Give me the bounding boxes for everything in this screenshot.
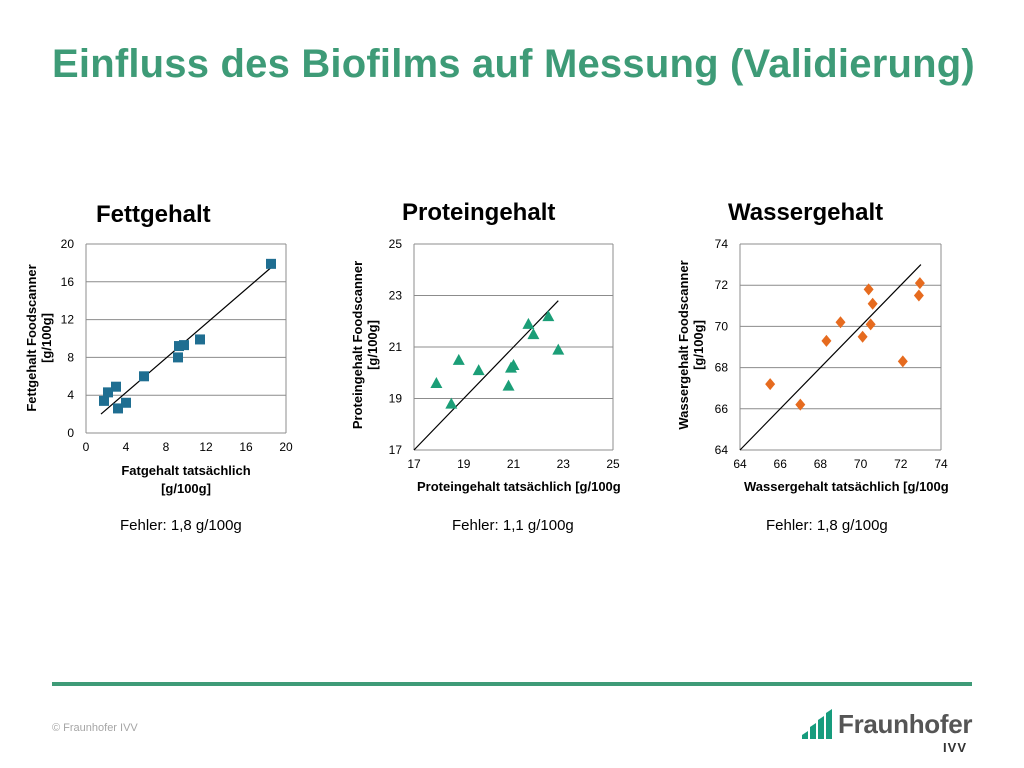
data-point (542, 310, 555, 322)
data-point (173, 352, 183, 363)
y-tick-label: 8 (67, 350, 74, 364)
x-tick-label: 4 (123, 440, 130, 454)
x-tick-label: 16 (239, 440, 253, 454)
x-tick-label: 25 (606, 457, 620, 471)
footer-rule (52, 682, 972, 686)
data-point (507, 359, 520, 371)
y-axis-title-line1: Proteingehalt Foodscanner (350, 261, 365, 429)
data-point (867, 297, 878, 310)
chart-svg: Proteingehalt 17 19 21 23 25 17 19 21 23 25 Prote… (350, 199, 621, 494)
data-point (765, 378, 776, 391)
copyright: © Fraunhofer IVV (52, 722, 138, 734)
chart-svg: Wassergehalt 64 66 68 70 72 74 64 66 68 70 72 74 Wa… (676, 199, 949, 494)
y-axis-title-line2: [g/100g] (365, 320, 380, 370)
y-tick-label: 66 (715, 402, 729, 416)
data-point (430, 377, 443, 389)
y-tick-label: 72 (715, 278, 729, 292)
y-tick-label: 12 (61, 313, 75, 327)
data-point (111, 381, 121, 392)
data-point (552, 343, 565, 355)
chart-title: Fettgehalt (96, 201, 211, 228)
data-point (121, 397, 131, 408)
logo-sub: IVV (943, 740, 967, 755)
data-point (266, 258, 276, 269)
data-point (914, 277, 925, 290)
data-point (863, 283, 874, 296)
chart-fettgehalt: Fettgehalt 0 4 8 12 16 20 0 4 8 12 16 20 Fatgehalt … (22, 190, 322, 510)
y-axis-title-line2: [g/100g] (39, 313, 54, 363)
x-tick-label: 64 (733, 457, 747, 471)
data-point (452, 353, 465, 365)
data-point (472, 364, 485, 376)
data-point (527, 328, 540, 340)
data-point (522, 317, 535, 329)
chart-proteingehalt: Proteingehalt 17 19 21 23 25 17 19 21 23 25 Prote… (342, 190, 652, 510)
y-tick-label: 0 (67, 426, 74, 440)
data-point (865, 318, 876, 331)
x-tick-label: 72 (894, 457, 908, 471)
data-point (113, 403, 123, 414)
y-tick-label: 68 (715, 361, 729, 375)
chart-svg: Fettgehalt 0 4 8 12 16 20 0 4 8 12 16 20 Fatgehalt … (24, 201, 293, 496)
x-tick-label: 66 (774, 457, 788, 471)
y-tick-label: 25 (389, 237, 403, 251)
x-axis-title: Proteingehalt tatsächlich [g/100g (417, 479, 621, 494)
y-axis-title-line2: [g/100g] (691, 320, 706, 370)
x-tick-label: 0 (83, 440, 90, 454)
y-tick-label: 17 (389, 443, 403, 457)
data-point (897, 355, 908, 368)
x-tick-label: 21 (507, 457, 521, 471)
y-tick-label: 74 (715, 237, 729, 251)
data-point (179, 340, 189, 351)
logo-name: Fraunhofer (838, 709, 973, 739)
slide-title: Einfluss des Biofilms auf Messung (Valid… (52, 42, 975, 86)
x-tick-label: 68 (814, 457, 828, 471)
error-note-fett: Fehler: 1,8 g/100g (120, 517, 242, 534)
fraunhofer-logo: Fraunhofer IVV (802, 707, 977, 759)
y-axis-title-line1: Wassergehalt Foodscanner (676, 260, 691, 429)
x-tick-label: 23 (557, 457, 571, 471)
x-tick-label: 8 (163, 440, 170, 454)
x-axis-title-line2: [g/100g] (161, 481, 211, 496)
y-tick-label: 4 (67, 388, 74, 402)
x-tick-label: 70 (854, 457, 868, 471)
y-tick-label: 64 (715, 443, 729, 457)
x-tick-label: 19 (457, 457, 471, 471)
data-point (857, 330, 868, 343)
y-tick-label: 23 (389, 289, 403, 303)
data-point (502, 379, 515, 391)
data-point (835, 316, 846, 329)
reference-line (413, 300, 559, 451)
data-point (139, 371, 149, 382)
data-point (195, 334, 205, 345)
reference-line (739, 264, 922, 451)
x-axis-title-line1: Fatgehalt tatsächlich (121, 463, 250, 478)
y-axis-title-line1: Fettgehalt Foodscanner (24, 264, 39, 411)
chart-title: Proteingehalt (402, 199, 555, 226)
y-tick-label: 20 (61, 237, 75, 251)
x-tick-label: 12 (199, 440, 213, 454)
chart-wassergehalt: Wassergehalt 64 66 68 70 72 74 64 66 68 70 72 74 Wa… (664, 190, 974, 510)
x-tick-label: 17 (407, 457, 421, 471)
data-point (445, 397, 458, 409)
data-point (99, 395, 109, 406)
y-tick-label: 19 (389, 392, 403, 406)
x-tick-label: 20 (279, 440, 293, 454)
y-tick-label: 16 (61, 275, 75, 289)
error-note-protein: Fehler: 1,1 g/100g (452, 517, 574, 534)
error-note-wasser: Fehler: 1,8 g/100g (766, 517, 888, 534)
y-tick-label: 21 (389, 340, 403, 354)
x-axis-title: Wassergehalt tatsächlich [g/100g (744, 479, 949, 494)
data-point (103, 387, 113, 398)
chart-title: Wassergehalt (728, 199, 883, 226)
y-tick-label: 70 (715, 319, 729, 333)
data-point (795, 398, 806, 411)
fraunhofer-logo-icon (802, 709, 832, 739)
x-tick-label: 74 (934, 457, 948, 471)
data-point (913, 289, 924, 302)
data-point (821, 334, 832, 347)
